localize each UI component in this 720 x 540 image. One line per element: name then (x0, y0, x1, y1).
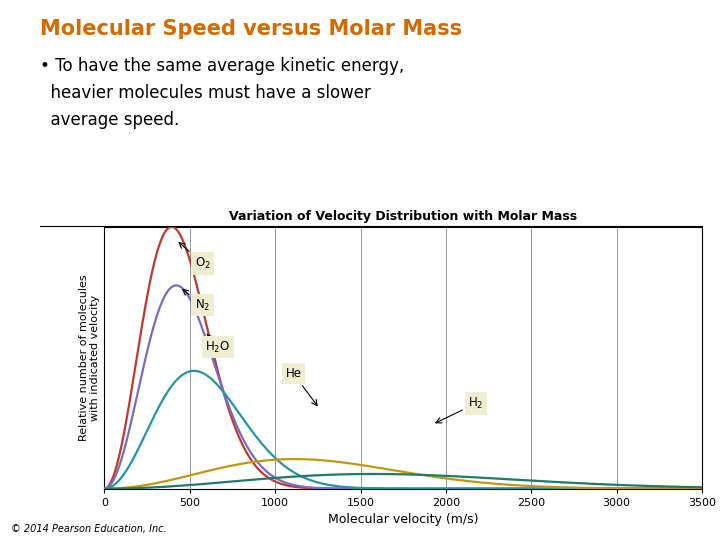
Text: • To have the same average kinetic energy,: • To have the same average kinetic energ… (40, 57, 404, 75)
Text: Molecular Speed versus Molar Mass: Molecular Speed versus Molar Mass (40, 19, 462, 39)
Text: heavier molecules must have a slower: heavier molecules must have a slower (40, 84, 371, 102)
Title: Variation of Velocity Distribution with Molar Mass: Variation of Velocity Distribution with … (229, 210, 577, 223)
Y-axis label: Relative number of molecules
with indicated velocity: Relative number of molecules with indica… (78, 274, 100, 441)
Text: O$_2$: O$_2$ (179, 242, 211, 271)
X-axis label: Molecular velocity (m/s): Molecular velocity (m/s) (328, 514, 479, 526)
Text: average speed.: average speed. (40, 111, 179, 129)
Text: © 2014 Pearson Education, Inc.: © 2014 Pearson Education, Inc. (11, 523, 166, 534)
Text: H$_2$: H$_2$ (436, 396, 483, 423)
Text: N$_2$: N$_2$ (183, 289, 210, 313)
Text: He: He (285, 367, 317, 406)
Text: H$_2$O: H$_2$O (205, 334, 230, 355)
